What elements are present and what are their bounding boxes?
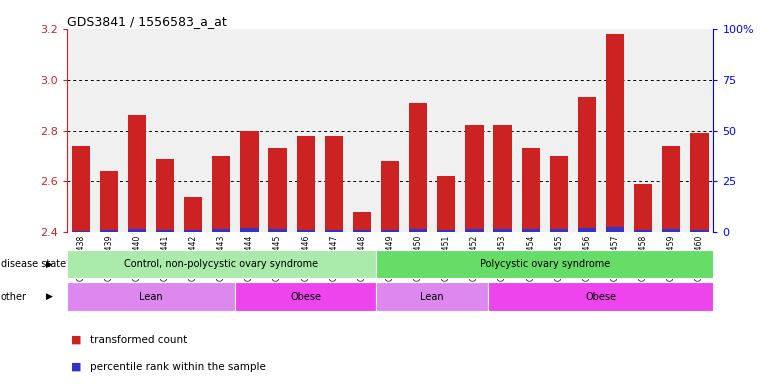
Bar bbox=[578, 98, 596, 232]
Bar bbox=[381, 230, 399, 232]
Bar bbox=[156, 230, 174, 232]
Text: percentile rank within the sample: percentile rank within the sample bbox=[90, 362, 266, 372]
Bar bbox=[488, 282, 713, 311]
Text: Lean: Lean bbox=[420, 291, 444, 302]
Bar bbox=[437, 230, 456, 232]
Bar bbox=[690, 230, 709, 232]
Text: Lean: Lean bbox=[140, 291, 163, 302]
Bar bbox=[128, 229, 146, 232]
Bar bbox=[240, 131, 259, 232]
Bar bbox=[521, 229, 540, 232]
Text: ■: ■ bbox=[71, 335, 81, 345]
Bar bbox=[465, 229, 484, 232]
Bar bbox=[606, 34, 624, 232]
Bar bbox=[437, 176, 456, 232]
Bar bbox=[662, 229, 681, 232]
Bar bbox=[67, 250, 376, 278]
Bar bbox=[376, 250, 713, 278]
Bar bbox=[67, 282, 235, 311]
Bar bbox=[128, 115, 146, 232]
Text: Polycystic ovary syndrome: Polycystic ovary syndrome bbox=[480, 259, 610, 269]
Text: other: other bbox=[1, 291, 27, 302]
Text: disease state: disease state bbox=[1, 259, 66, 269]
Bar bbox=[296, 136, 315, 232]
Bar bbox=[662, 146, 681, 232]
Bar bbox=[690, 133, 709, 232]
Bar bbox=[578, 228, 596, 232]
Bar bbox=[550, 156, 568, 232]
Bar bbox=[100, 171, 118, 232]
Bar bbox=[240, 228, 259, 232]
Bar bbox=[381, 161, 399, 232]
Bar bbox=[376, 282, 488, 311]
Text: Obese: Obese bbox=[290, 291, 321, 302]
Bar bbox=[71, 231, 90, 232]
Bar bbox=[353, 212, 371, 232]
Bar bbox=[325, 230, 343, 232]
Bar bbox=[184, 197, 202, 232]
Bar bbox=[325, 136, 343, 232]
Bar bbox=[100, 230, 118, 232]
Bar bbox=[71, 146, 90, 232]
Bar bbox=[184, 230, 202, 232]
Text: ■: ■ bbox=[71, 362, 81, 372]
Bar bbox=[212, 228, 230, 232]
Bar bbox=[606, 227, 624, 232]
Bar bbox=[409, 229, 427, 232]
Bar bbox=[212, 156, 230, 232]
Text: ▶: ▶ bbox=[46, 260, 53, 268]
Bar bbox=[550, 228, 568, 232]
Text: GDS3841 / 1556583_a_at: GDS3841 / 1556583_a_at bbox=[67, 15, 227, 28]
Bar bbox=[156, 159, 174, 232]
Bar bbox=[493, 126, 512, 232]
Bar bbox=[409, 103, 427, 232]
Bar bbox=[268, 148, 287, 232]
Bar bbox=[296, 230, 315, 232]
Text: Obese: Obese bbox=[586, 291, 616, 302]
Text: Control, non-polycystic ovary syndrome: Control, non-polycystic ovary syndrome bbox=[124, 259, 318, 269]
Bar bbox=[521, 148, 540, 232]
Bar bbox=[235, 282, 376, 311]
Bar bbox=[465, 126, 484, 232]
Text: transformed count: transformed count bbox=[90, 335, 187, 345]
Bar bbox=[268, 229, 287, 232]
Bar bbox=[493, 228, 512, 232]
Bar bbox=[353, 230, 371, 232]
Bar bbox=[634, 230, 652, 232]
Text: ▶: ▶ bbox=[46, 292, 53, 301]
Bar bbox=[634, 184, 652, 232]
